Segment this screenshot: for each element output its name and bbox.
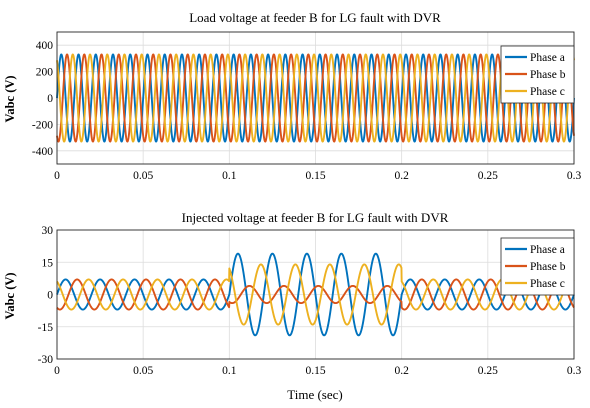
series-line-phase-a xyxy=(56,252,575,337)
y-tick-label: -30 xyxy=(38,354,54,366)
legend-entry-label: Phase c xyxy=(530,86,565,98)
injected-voltage-subplot: Injected voltage at feeder B for LG faul… xyxy=(3,210,581,377)
chart-title: Load voltage at feeder B for LG fault wi… xyxy=(189,10,441,25)
legend-entry-label: Phase b xyxy=(530,261,566,273)
series-line-phase-b xyxy=(56,53,575,143)
y-tick-label: 400 xyxy=(36,40,54,52)
x-tick-label: 0.15 xyxy=(305,170,325,182)
legend-entry-label: Phase b xyxy=(530,69,566,81)
y-tick-labels: 30 15 0 -15 -30 xyxy=(38,225,54,366)
x-tick-label: 0.25 xyxy=(478,170,498,182)
y-tick-label: 200 xyxy=(36,67,54,79)
legend-entry-label: Phase a xyxy=(530,244,565,256)
x-tick-label: 0 xyxy=(54,365,60,377)
x-tick-label: 0.1 xyxy=(222,365,237,377)
x-tick-label: 0.2 xyxy=(394,170,409,182)
x-tick-label: 0.25 xyxy=(478,365,498,377)
x-tick-label: 0.1 xyxy=(222,170,237,182)
legend-entry-label: Phase c xyxy=(530,278,565,290)
x-tick-label: 0.2 xyxy=(394,365,409,377)
y-tick-label: 0 xyxy=(47,93,53,105)
series-group xyxy=(56,53,575,143)
load-voltage-subplot: Load voltage at feeder B for LG fault wi… xyxy=(3,10,581,182)
series-line-phase-a xyxy=(56,53,575,143)
y-tick-labels: 400 200 0 -200 -400 xyxy=(32,40,53,158)
y-axis-label: Vabc (V) xyxy=(3,75,17,122)
y-tick-label: -200 xyxy=(32,119,53,131)
legend: Phase a Phase b Phase c xyxy=(500,237,575,296)
x-tick-label: 0.3 xyxy=(567,365,582,377)
chart-title: Injected voltage at feeder B for LG faul… xyxy=(182,210,449,225)
x-tick-label: 0.3 xyxy=(567,170,582,182)
legend-entry-label: Phase a xyxy=(530,52,565,64)
series-group xyxy=(56,252,575,337)
x-tick-label: 0.05 xyxy=(133,170,153,182)
x-tick-label: 0.15 xyxy=(305,365,325,377)
x-axis-label: Time (sec) xyxy=(287,387,343,402)
legend: Phase a Phase b Phase c xyxy=(500,45,575,104)
x-tick-labels: 0 0.05 0.1 0.15 0.2 0.25 0.3 xyxy=(54,365,581,377)
series-line-phase-c xyxy=(56,263,575,326)
x-tick-label: 0.05 xyxy=(133,365,153,377)
y-tick-label: 0 xyxy=(47,290,53,302)
y-tick-label: -15 xyxy=(38,322,54,334)
x-tick-label: 0 xyxy=(54,170,60,182)
series-line-phase-c xyxy=(56,53,575,143)
y-tick-label: -400 xyxy=(32,146,53,158)
x-tick-labels: 0 0.05 0.1 0.15 0.2 0.25 0.3 xyxy=(54,170,581,182)
series-line-phase-b xyxy=(56,278,575,311)
y-tick-label: 15 xyxy=(42,257,54,269)
y-axis-label: Vabc (V) xyxy=(3,272,17,319)
y-tick-label: 30 xyxy=(42,225,54,237)
